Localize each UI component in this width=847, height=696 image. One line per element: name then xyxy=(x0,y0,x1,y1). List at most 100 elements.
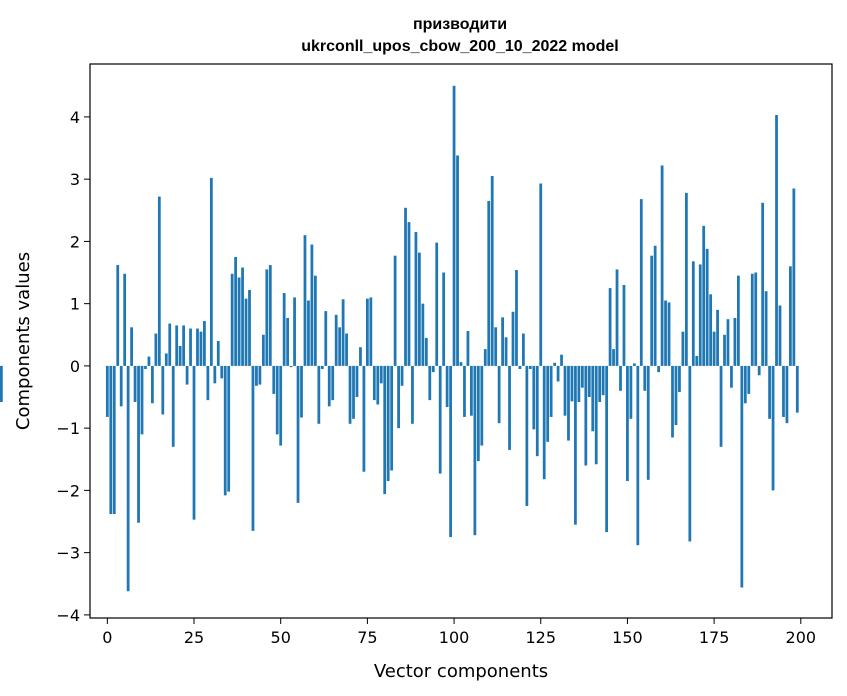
bars-group xyxy=(0,85,799,592)
bar xyxy=(411,365,414,424)
bar xyxy=(289,365,293,368)
bar xyxy=(421,303,425,366)
bar xyxy=(608,288,612,366)
bar xyxy=(476,365,480,462)
bar xyxy=(580,365,584,388)
bar xyxy=(0,365,3,402)
y-axis-ticks: −4 −3 −2 −1 0 1 2 3 4 xyxy=(56,108,90,625)
bar xyxy=(539,183,543,366)
bar xyxy=(657,365,661,373)
bar xyxy=(639,199,643,366)
bar xyxy=(407,222,411,366)
bar xyxy=(511,311,515,366)
bar xyxy=(761,202,765,366)
bar xyxy=(345,333,348,366)
bar xyxy=(709,294,713,366)
bar xyxy=(553,362,556,366)
bar xyxy=(220,365,224,379)
bar xyxy=(418,252,421,366)
bar xyxy=(310,244,314,366)
bar xyxy=(282,293,286,366)
bar xyxy=(397,365,400,429)
bar xyxy=(334,314,338,366)
bar xyxy=(653,245,657,366)
bar xyxy=(605,365,609,533)
bar xyxy=(307,300,310,366)
bar xyxy=(230,273,234,366)
bar xyxy=(376,365,380,405)
bar xyxy=(601,365,605,396)
bar xyxy=(199,331,203,366)
bar xyxy=(182,325,185,366)
bar xyxy=(352,365,355,419)
bar xyxy=(591,365,595,432)
bar xyxy=(178,345,182,366)
bar xyxy=(674,365,678,426)
bar xyxy=(109,365,113,515)
bar xyxy=(248,289,251,366)
bar xyxy=(698,264,702,366)
bar xyxy=(567,365,570,441)
bar xyxy=(151,365,154,404)
x-tick-label: 175 xyxy=(699,628,730,647)
bar xyxy=(525,365,529,506)
y-tick-label: 4 xyxy=(70,108,80,127)
bar xyxy=(112,365,116,515)
bar xyxy=(795,365,799,413)
bar xyxy=(435,242,439,366)
bar xyxy=(359,347,362,366)
bar xyxy=(636,365,640,546)
bar xyxy=(355,365,359,398)
bar xyxy=(261,334,265,366)
bar xyxy=(116,265,120,366)
bar xyxy=(594,365,598,465)
y-tick-label: −3 xyxy=(56,544,80,563)
bar xyxy=(730,365,733,388)
y-tick-label: 3 xyxy=(70,170,80,189)
bar xyxy=(702,225,706,366)
x-tick-label: 200 xyxy=(786,628,817,647)
bar xyxy=(157,196,161,366)
bar xyxy=(265,269,269,366)
bar xyxy=(300,365,303,418)
bar xyxy=(681,331,685,366)
x-tick-label: 100 xyxy=(439,628,470,647)
bar xyxy=(438,365,442,474)
bar xyxy=(272,365,276,394)
bar xyxy=(164,353,168,366)
bar xyxy=(206,365,210,401)
bar xyxy=(161,365,165,415)
bar xyxy=(629,365,633,419)
plot-frame xyxy=(89,63,833,619)
bar xyxy=(480,365,484,446)
bar xyxy=(716,309,719,366)
bar xyxy=(764,291,768,366)
bar xyxy=(123,273,127,366)
bar xyxy=(449,365,452,538)
bar xyxy=(372,365,376,401)
x-tick-label: 75 xyxy=(357,628,377,647)
bar xyxy=(747,365,751,394)
bar xyxy=(792,188,796,366)
bar xyxy=(171,365,175,447)
x-tick-label: 150 xyxy=(612,628,643,647)
bar xyxy=(175,325,179,366)
bar xyxy=(490,176,494,366)
bar xyxy=(223,365,227,496)
bar xyxy=(501,317,504,366)
bar xyxy=(216,341,220,366)
bar xyxy=(203,321,206,366)
bar xyxy=(712,331,716,366)
bar xyxy=(137,365,140,523)
bar xyxy=(255,365,258,386)
bar xyxy=(671,365,674,438)
y-tick-label: −4 xyxy=(56,606,80,625)
bar xyxy=(466,331,470,366)
bar xyxy=(400,365,404,386)
bar xyxy=(362,365,366,472)
bar xyxy=(560,354,563,366)
bar xyxy=(234,256,238,366)
bar xyxy=(622,284,626,366)
bar xyxy=(528,365,532,370)
bar xyxy=(459,362,463,366)
